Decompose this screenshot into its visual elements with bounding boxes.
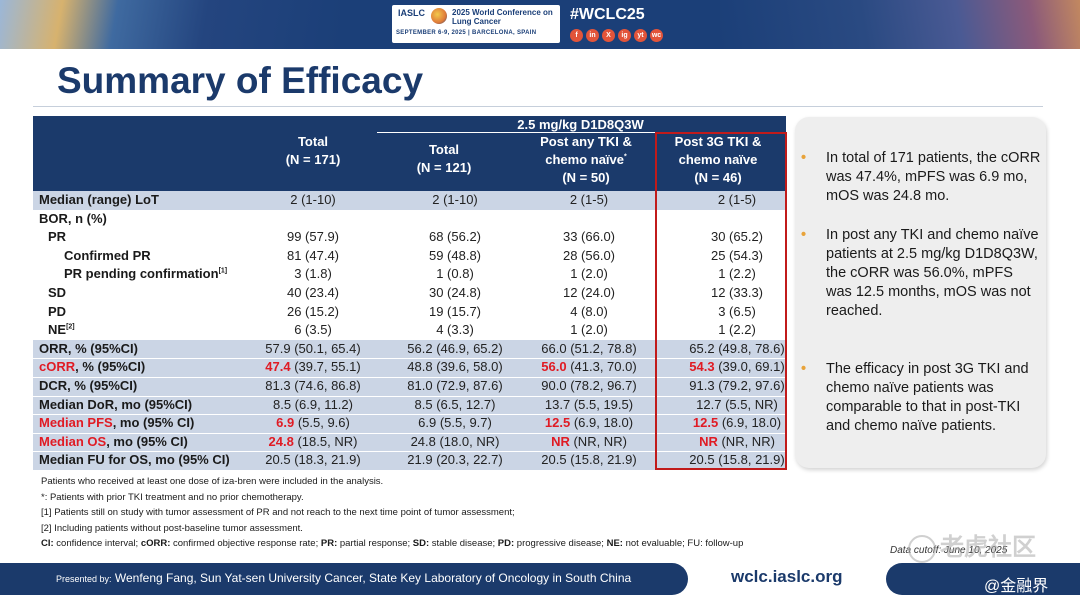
row-divider [33,377,786,378]
footnote-abbreviations: CI: confidence interval; cORR: confirmed… [41,538,744,549]
table-row-pd: PD 26 (15.2) 19 (15.7) 4 (8.0) 3 (6.5) [33,302,786,322]
table-row-fu-os: Median FU for OS, mo (95% CI) 20.5 (18.3… [33,451,786,470]
footnote-asterisk: *: Patients with prior TKI treatment and… [41,491,304,503]
table-row-dcr: DCR, % (95%CI) 81.3 (74.6, 86.8) 81.0 (72… [33,377,786,396]
row-divider [33,414,786,416]
summary-bullet-3: • The efficacy in post 3G TKI and chemo … [801,361,1029,434]
table-row-os: Median OS, mo (95% CI) 24.8 (18.5, NR) 2… [33,432,786,452]
summary-panel [795,117,1046,468]
table-row-median-lot: Median (range) LoT 2 (1-10) 2 (1-10) 2 (1… [33,191,786,210]
row-divider [33,432,786,434]
watermark-handle: @金融界 [984,578,1049,595]
conference-url-link[interactable]: wclc.iaslc.org [731,567,843,586]
table-row-pr-pending: PR pending confirmation[1] 3 (1.8) 1 (0.8… [33,265,786,284]
row-divider [33,451,786,453]
table-header [33,116,786,191]
row-divider [33,358,786,360]
table-row-corr: cORR, % (95%CI) 47.4 (39.7, 55.1) 48.8 (… [33,358,786,377]
table-row-confirmed-pr: Confirmed PR 81 (47.4) 59 (48.8) 28 (56.0… [33,246,786,266]
title-divider [33,106,1043,107]
data-cutoff: Data cutoff: June 10, 2025 [890,545,1008,556]
header-total-121: Total (N = 121) [416,142,472,175]
x-icon[interactable]: X [602,29,615,42]
footer-presenter-bar [0,563,688,595]
table-row-sd: SD 40 (23.4) 30 (24.8) 12 (24.0) 12 (33.3) [33,284,786,303]
summary-bullet-2: • In post any TKI and chemo naïve patien… [801,227,1039,319]
conference-logo [392,5,560,43]
globe-icon [431,8,447,24]
iaslc-logo-text: IASLC [398,8,425,18]
header-post-3g-tki: Post 3G TKI & chemo naïve (N = 46) [674,134,762,185]
instagram-icon[interactable]: ig [618,29,631,42]
table-row-bor: BOR, n (%) [33,209,786,229]
youtube-icon[interactable]: yt [634,29,647,42]
table-row-ne: NE[2] 6 (3.5) 4 (3.3) 1 (2.0) 1 (2.2) [33,321,786,340]
table-row-pr: PR 99 (57.9) 68 (56.2) 33 (66.0) 30 (65.2) [33,228,786,247]
social-icons: f in X ig yt wc [570,29,663,42]
bullet-icon: • [801,150,807,166]
conference-dates: SEPTEMBER 6-9, 2025 | BARCELONA, SPAIN [396,30,537,36]
page-title: Summary of Efficacy [57,60,424,101]
wechat-icon[interactable]: wc [650,29,663,42]
facebook-icon[interactable]: f [570,29,583,42]
span-header-rule [377,132,784,133]
bullet-icon: • [801,227,807,243]
footnote-2: [2] Including patients without post-base… [41,522,303,534]
summary-bullet-1: • In total of 171 patients, the cORR was… [801,150,1041,204]
footnote-1: [1] Patients still on study with tumor a… [41,507,515,518]
footnote-analysis: Patients who received at least one dose … [41,476,384,487]
table-row-dor: Median DoR, mo (95%CI) 8.5 (6.9, 11.2) 8.… [33,395,786,415]
highlight-box-post-3g-tki [655,132,787,470]
banner-photo-right [720,0,1080,49]
bullet-icon: • [801,361,807,377]
watermark-logo-icon [908,534,936,563]
watermark-community: 老虎社区 [908,527,1036,563]
hashtag: #WCLC25 [570,6,645,23]
header-post-any-tki: Post any TKI & chemo naïve* (N = 50) [540,134,632,185]
table-row-orr: ORR, % (95%CI) 57.9 (50.1, 65.4) 56.2 (46… [33,339,786,359]
footer-right-bar [886,563,1080,595]
header-total-171: Total (N = 171) [285,134,341,167]
presenter-credit: Presented by: Wenfeng Fang, Sun Yat-sen … [56,571,632,585]
dose-span-header: 2.5 mg/kg D1D8Q3W [517,117,644,132]
footnotes: Patients who received at least one dose … [41,474,881,552]
linkedin-icon[interactable]: in [586,29,599,42]
table-row-pfs: Median PFS, mo (95% CI) 6.9 (5.5, 9.6) 6… [33,414,786,433]
conference-name: 2025 World Conference on Lung Cancer [452,8,553,26]
row-divider [33,209,786,211]
row-divider [33,395,786,397]
banner-photo-left [0,0,340,49]
